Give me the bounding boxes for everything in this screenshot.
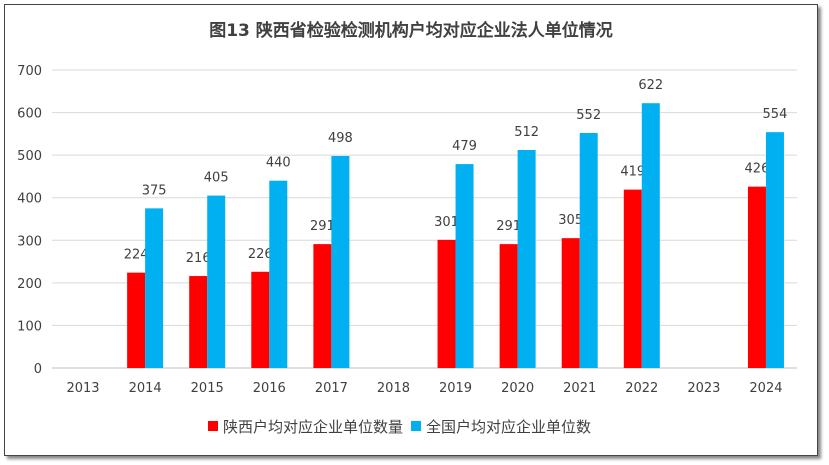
x-tick-label: 2021 (563, 381, 596, 396)
bar (437, 239, 456, 368)
data-label: 301 (434, 215, 459, 230)
y-tick-label: 600 (17, 107, 42, 122)
bar (561, 238, 580, 368)
data-label: 426 (745, 162, 770, 177)
bar (127, 272, 146, 368)
bar (331, 155, 350, 368)
x-tick-label: 2017 (315, 381, 348, 396)
y-tick-label: 300 (17, 234, 42, 249)
x-tick-label: 2014 (129, 381, 162, 396)
x-tick-label: 2020 (501, 381, 534, 396)
x-tick-label: 2023 (687, 381, 720, 396)
data-label: 419 (620, 165, 645, 180)
bar (747, 186, 766, 368)
data-label: 226 (248, 247, 273, 262)
data-label: 216 (186, 251, 211, 266)
legend-label: 全国户均对应企业单位数 (426, 418, 591, 436)
data-label: 622 (638, 78, 663, 93)
bar (207, 195, 226, 368)
bar (269, 180, 288, 368)
bar (579, 133, 598, 368)
bar (623, 189, 642, 368)
data-label: 291 (496, 219, 521, 234)
bar (517, 150, 536, 368)
data-label: 512 (514, 125, 539, 140)
data-label: 498 (328, 131, 353, 146)
bar (189, 276, 208, 368)
bar (455, 164, 474, 368)
y-tick-label: 500 (17, 149, 42, 164)
data-label: 479 (452, 139, 477, 154)
y-tick-label: 100 (17, 319, 42, 334)
y-tick-label: 0 (34, 362, 42, 377)
data-label: 224 (124, 248, 149, 263)
x-tick-label: 2019 (439, 381, 472, 396)
data-label: 440 (266, 156, 291, 171)
data-label: 405 (204, 171, 229, 186)
data-label: 375 (142, 183, 167, 198)
bar (765, 132, 784, 368)
data-label: 554 (763, 107, 788, 122)
x-tick-label: 2015 (191, 381, 224, 396)
y-tick-label: 200 (17, 277, 42, 292)
bar (313, 244, 332, 368)
bar (641, 103, 660, 368)
bar (251, 271, 270, 368)
x-tick-label: 2016 (253, 381, 286, 396)
legend-swatch (411, 421, 422, 431)
data-label: 552 (576, 108, 601, 123)
legend-label: 陕西户均对应企业单位数量 (223, 418, 403, 436)
x-tick-label: 2013 (66, 381, 99, 396)
x-tick-label: 2018 (377, 381, 410, 396)
chart-title: 图13 陕西省检验检测机构户均对应企业法人单位情况 (209, 20, 613, 41)
legend-swatch (208, 421, 218, 431)
bar (145, 208, 164, 368)
y-tick-label: 400 (17, 192, 42, 207)
bar (499, 244, 518, 368)
y-tick-label: 700 (17, 64, 42, 79)
chart-frame (4, 4, 818, 456)
data-label: 291 (310, 219, 335, 234)
x-tick-label: 2022 (625, 381, 658, 396)
data-label: 305 (558, 213, 583, 228)
x-tick-label: 2024 (749, 381, 782, 396)
